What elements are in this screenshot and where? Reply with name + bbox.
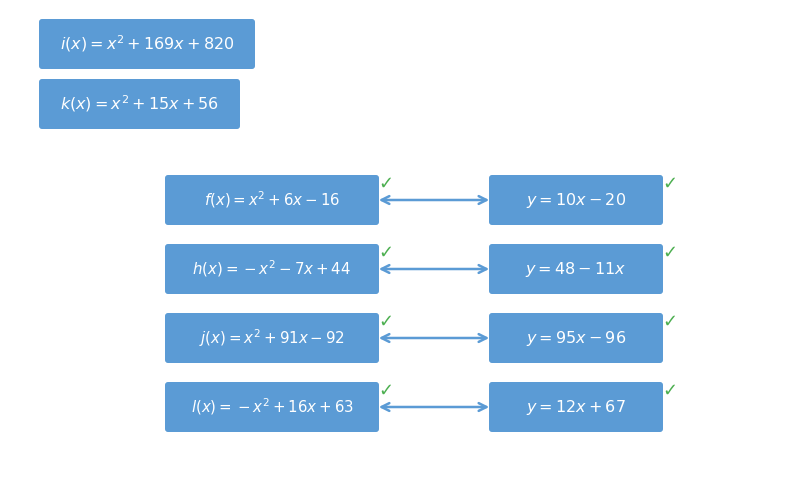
- Text: $y = 10x - 20$: $y = 10x - 20$: [526, 191, 626, 209]
- FancyBboxPatch shape: [489, 244, 663, 294]
- Text: $h(x) = -x^2 - 7x + 44$: $h(x) = -x^2 - 7x + 44$: [193, 259, 351, 279]
- FancyBboxPatch shape: [165, 244, 379, 294]
- FancyBboxPatch shape: [39, 19, 255, 69]
- Text: $y = 12x + 67$: $y = 12x + 67$: [526, 398, 626, 417]
- Text: ✓: ✓: [662, 313, 677, 331]
- Text: $i(x) = x^2 + 169x + 820$: $i(x) = x^2 + 169x + 820$: [60, 34, 234, 54]
- FancyBboxPatch shape: [165, 382, 379, 432]
- FancyBboxPatch shape: [165, 313, 379, 363]
- Text: ✓: ✓: [662, 382, 677, 400]
- FancyBboxPatch shape: [489, 382, 663, 432]
- Text: ✓: ✓: [378, 382, 393, 400]
- FancyBboxPatch shape: [489, 175, 663, 225]
- Text: ✓: ✓: [378, 175, 393, 193]
- FancyBboxPatch shape: [489, 313, 663, 363]
- FancyBboxPatch shape: [165, 175, 379, 225]
- Text: $l(x) = -x^2 + 16x + 63$: $l(x) = -x^2 + 16x + 63$: [190, 397, 354, 417]
- Text: ✓: ✓: [378, 313, 393, 331]
- Text: $j(x) = x^2 + 91x - 92$: $j(x) = x^2 + 91x - 92$: [199, 327, 345, 349]
- Text: ✓: ✓: [662, 175, 677, 193]
- Text: $f(x) = x^2 + 6x - 16$: $f(x) = x^2 + 6x - 16$: [204, 190, 340, 210]
- Text: $k(x) = x^2 + 15x + 56$: $k(x) = x^2 + 15x + 56$: [60, 94, 219, 114]
- Text: ✓: ✓: [662, 244, 677, 262]
- Text: ✓: ✓: [378, 244, 393, 262]
- Text: $y = 48 - 11x$: $y = 48 - 11x$: [526, 260, 626, 278]
- FancyBboxPatch shape: [39, 79, 240, 129]
- Text: $y = 95x - 96$: $y = 95x - 96$: [526, 329, 626, 347]
